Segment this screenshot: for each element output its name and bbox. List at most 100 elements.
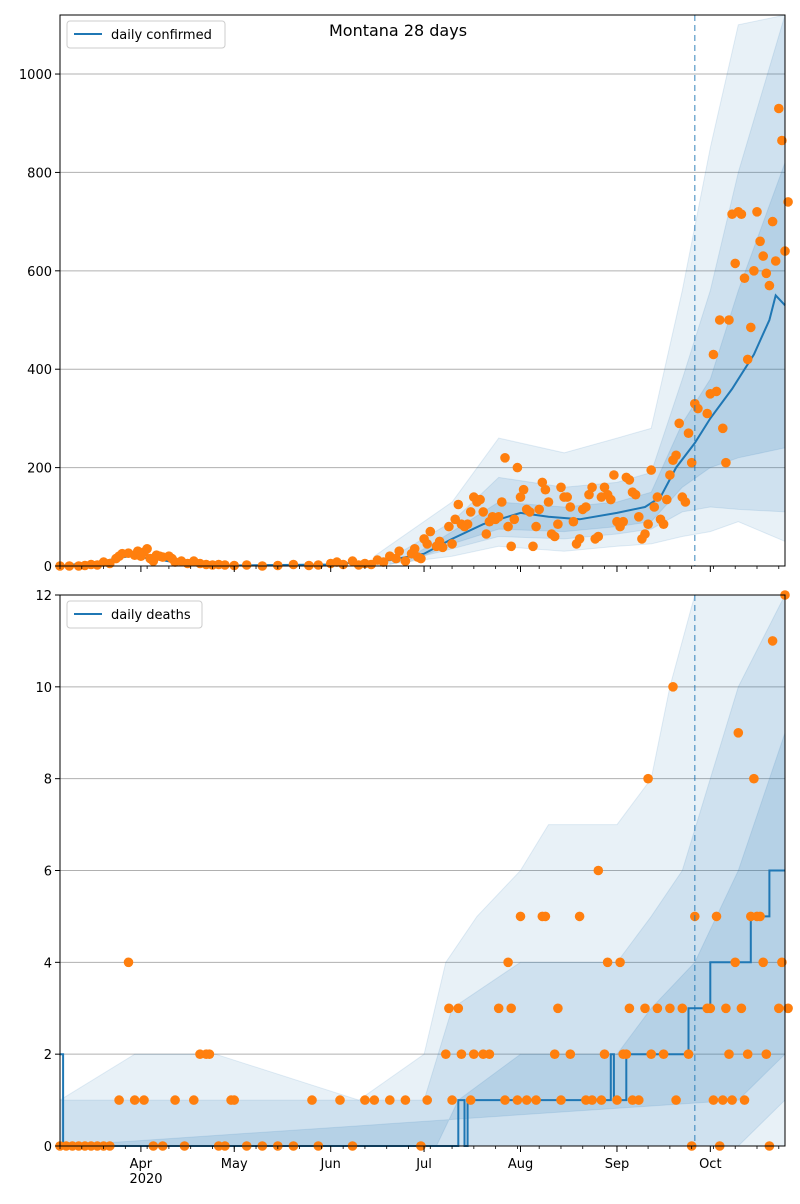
confirmed-y-tick-label: 0 [44,560,52,575]
confirmed-observed-point [761,268,772,279]
deaths-observed-point [400,1095,411,1105]
confirmed-observed-point [288,559,299,570]
deaths-observed-point [739,1095,750,1105]
confirmed-observed-point [587,482,597,493]
deaths-observed-point [465,1095,476,1105]
deaths-band-middle [59,594,786,1147]
deaths-y-tick-label: 12 [35,589,52,604]
deaths-observed-point [503,957,513,968]
deaths-observed-point [596,1095,607,1105]
confirmed-observed-point [478,507,489,517]
x-tick-label: Aug [508,1157,533,1172]
confirmed-observed-point [503,521,513,532]
deaths-observed-point [612,1095,622,1105]
confirmed-observed-point [453,499,464,510]
confirmed-observed-point [378,557,389,567]
confirmed-observed-point [739,273,750,284]
deaths-observed-point [441,1049,451,1059]
confirmed-observed-point [540,484,551,495]
deaths-y-tick-label: 10 [35,681,52,696]
deaths-observed-point [469,1049,479,1059]
deaths-observed-point [652,1003,663,1014]
confirmed-observed-point [531,521,541,532]
deaths-observed-point [733,728,744,738]
x-tick-label: Oct [699,1157,721,1172]
deaths-observed-point [755,911,765,922]
deaths-fit-line [60,869,785,1147]
confirmed-observed-point [400,556,411,566]
deaths-observed-point [646,1049,656,1059]
confirmed-observed-point [665,470,675,480]
confirmed-gridlines [60,73,785,469]
confirmed-observed-point [462,519,473,529]
confirmed-observed-point [618,516,628,527]
confirmed-observed-point [568,516,579,527]
deaths-fit-line-group [60,869,785,1147]
confirmed-observed-point [475,494,485,505]
confirmed-observed-point [565,502,576,512]
confirmed-observed-point [409,544,420,554]
confirmed-observed-point [662,494,672,505]
confirmed-observed-point [746,322,756,333]
deaths-gridlines [60,686,785,1055]
confirmed-observed-point [749,266,759,276]
confirmed-observed-point [783,197,793,207]
deaths-observed-point [774,1003,784,1014]
deaths-observed-point [711,911,722,922]
deaths-observed-point [742,1049,753,1059]
deaths-observed-point [671,1095,681,1105]
x-tick-label: May [221,1157,248,1172]
deaths-observed-point [447,1095,457,1105]
deaths-observed-point [360,1095,370,1105]
confirmed-observed-point [313,560,324,570]
deaths-observed-point [708,1095,719,1105]
confirmed-observed-point [774,103,784,114]
confirmed-observed-point [493,512,504,522]
confirmed-observed-point [752,207,762,217]
deaths-observed-point [129,1095,140,1105]
confirmed-observed-point [606,494,616,505]
deaths-legend: daily deaths [66,600,203,629]
deaths-x-axis: Apr May Jun Jul Aug Sep Oct [59,1146,780,1172]
confirmed-y-tick-label: 1000 [19,68,52,83]
confirmed-observed-point [711,386,722,397]
deaths-observed-point [556,1095,566,1105]
confirmed-observed-point [447,539,457,549]
deaths-observed-point [736,1003,747,1014]
deaths-observed-point [783,1003,793,1014]
confirmed-observed-point [671,450,681,461]
confirmed-observed-point [506,541,516,552]
deaths-y-axis: 0 2 4 6 8 10 12 [35,589,60,1155]
confirmed-observed-point [777,135,787,146]
deaths-observed-point [721,1003,731,1014]
confirmed-observed-point [674,418,684,429]
confirmed-observed-point [652,492,663,502]
confirmed-observed-point [721,457,731,468]
year-label: 2020 [129,1172,162,1187]
confirmed-observed-point [593,531,604,542]
deaths-observed-point [444,1003,454,1014]
deaths-observed-point [668,682,678,692]
deaths-legend-box [66,600,203,629]
deaths-observed-point [453,1003,464,1014]
confirmed-observed-point [425,526,436,537]
confirmed-observed-point [724,315,734,325]
chart-title: Montana 28 days [329,21,467,40]
confirmed-observed-point [338,559,349,570]
deaths-observed-point [531,1095,541,1105]
confirmed-observed-point [646,465,656,475]
confirmed-observed-point [630,489,641,500]
confirmed-observed-point [714,315,725,325]
deaths-y-tick-label: 8 [44,773,52,788]
confirmed-x-axis [59,566,780,572]
deaths-observed-point [335,1095,345,1105]
confirmed-y-tick-label: 200 [27,462,52,477]
confirmed-observed-point [767,216,778,227]
deaths-observed-point [369,1095,380,1105]
confirmed-observed-point [680,497,691,507]
deaths-y-tick-label: 0 [44,1140,52,1155]
deaths-observed-point [727,1095,737,1105]
confirmed-observed-point [649,502,660,512]
deaths-observed-point [123,957,134,968]
